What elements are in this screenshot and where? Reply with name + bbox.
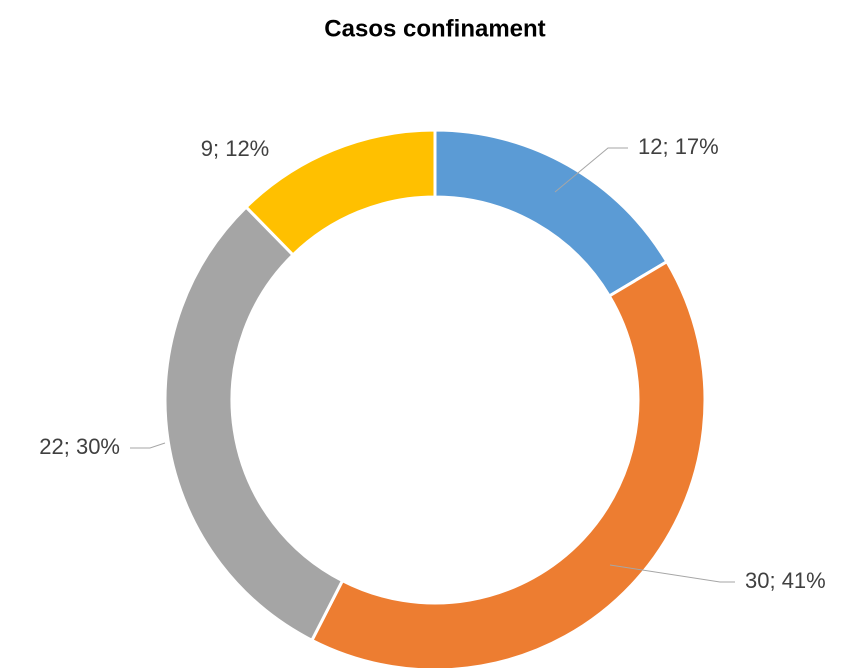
data-label: 12; 17% — [638, 134, 719, 159]
leader-line — [609, 564, 735, 583]
data-label: 9; 12% — [201, 136, 270, 161]
leader-line — [130, 442, 166, 449]
donut-slice — [433, 128, 669, 299]
donut-slice — [163, 204, 345, 643]
data-label: 30; 41% — [745, 568, 826, 593]
chart-title: Casos confinament — [324, 15, 545, 42]
donut-slice — [309, 259, 707, 668]
leader-line — [554, 147, 628, 193]
data-label: 22; 30% — [39, 434, 120, 459]
donut-slice — [244, 128, 437, 258]
